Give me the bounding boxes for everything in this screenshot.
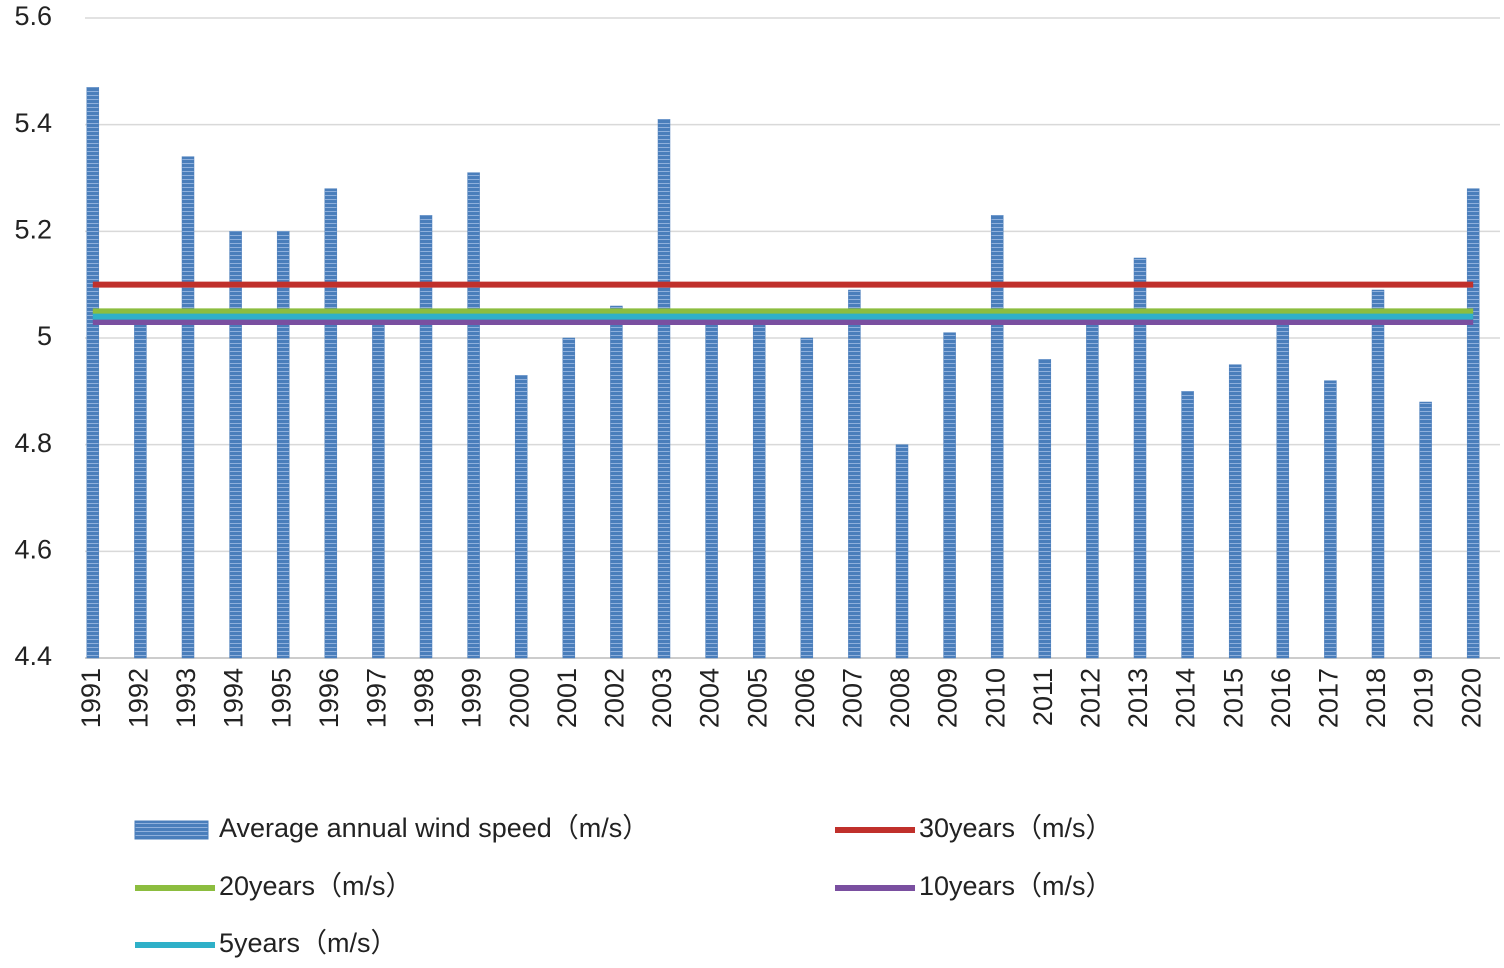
x-tick-label: 2000 (504, 668, 534, 728)
legend-label: 30years（m/s） (919, 813, 1113, 843)
y-tick-label: 4.6 (14, 534, 52, 564)
bar (1419, 401, 1432, 659)
bar (610, 305, 623, 659)
bar (1466, 188, 1480, 659)
legend-item: 20years（m/s） (135, 871, 413, 901)
bar (562, 337, 576, 659)
bar (657, 119, 671, 659)
x-tick-label: 2020 (1456, 668, 1486, 728)
bar (1228, 364, 1242, 659)
x-tick-label: 1994 (219, 668, 249, 728)
bar (514, 375, 528, 659)
x-tick-label: 1997 (362, 668, 392, 728)
legend-item: Average annual wind speed（m/s） (134, 813, 649, 843)
x-tick-label: 2005 (742, 668, 772, 728)
x-tick-label: 2015 (1218, 668, 1248, 728)
bar (943, 332, 956, 659)
x-tick-label: 2012 (1076, 668, 1106, 728)
bar (848, 289, 861, 659)
bar (990, 215, 1004, 659)
x-tick-label: 1999 (457, 668, 487, 728)
legend-item: 30years（m/s） (835, 813, 1113, 843)
bar (705, 321, 718, 659)
legend-label: 20years（m/s） (219, 871, 413, 901)
x-tick-label: 2001 (552, 668, 582, 728)
bar (276, 231, 290, 659)
legend-label: 5years（m/s） (219, 928, 398, 958)
y-tick-label: 5.4 (14, 108, 52, 138)
x-tick-label: 1993 (171, 668, 201, 728)
legend-label: Average annual wind speed（m/s） (219, 813, 649, 843)
y-tick-label: 4.4 (14, 641, 52, 671)
bar (1181, 391, 1194, 659)
x-tick-label: 2008 (885, 668, 915, 728)
bar (1371, 289, 1385, 659)
x-tick-label: 2006 (790, 668, 820, 728)
x-tick-label: 2018 (1361, 668, 1391, 728)
y-tick-label: 5 (37, 321, 52, 351)
bar (1324, 380, 1337, 659)
bar (419, 215, 433, 659)
x-tick-label: 2013 (1123, 668, 1153, 728)
bar (86, 87, 100, 659)
y-tick-label: 4.8 (14, 428, 52, 458)
y-tick-label: 5.2 (14, 214, 52, 244)
x-tick-label: 2004 (695, 668, 725, 728)
x-tick-label: 2019 (1409, 668, 1439, 728)
bar (467, 172, 480, 659)
bar (229, 231, 242, 659)
bar (181, 156, 195, 659)
x-tick-label: 2010 (980, 668, 1010, 728)
bar (324, 188, 338, 659)
x-tick-label: 2002 (600, 668, 630, 728)
legend-item: 10years（m/s） (835, 871, 1113, 901)
legend-item: 5years（m/s） (135, 928, 398, 958)
x-tick-label: 2009 (933, 668, 963, 728)
x-tick-label: 1998 (409, 668, 439, 728)
x-tick-label: 1991 (76, 668, 106, 728)
y-tick-label: 5.6 (14, 1, 52, 31)
legend-label: 10years（m/s） (919, 871, 1113, 901)
x-tick-label: 2007 (838, 668, 868, 728)
x-tick-label: 2014 (1171, 668, 1201, 728)
x-tick-label: 1996 (314, 668, 344, 728)
legend-swatch (134, 820, 209, 840)
x-tick-label: 1995 (266, 668, 296, 728)
bar (134, 321, 147, 659)
bar (895, 444, 909, 659)
x-tick-label: 2017 (1314, 668, 1344, 728)
x-tick-label: 1992 (124, 668, 154, 728)
bar (1038, 359, 1052, 659)
legend: Average annual wind speed（m/s） 30years（m/… (134, 813, 1113, 958)
bar (1276, 321, 1290, 659)
bar (372, 321, 385, 659)
bar (752, 321, 766, 659)
x-tick-label: 2003 (647, 668, 677, 728)
bar (1086, 321, 1099, 659)
bar (1133, 257, 1147, 659)
x-tick-label: 2016 (1266, 668, 1296, 728)
x-tick-label: 2011 (1028, 668, 1058, 726)
bar (800, 337, 814, 659)
